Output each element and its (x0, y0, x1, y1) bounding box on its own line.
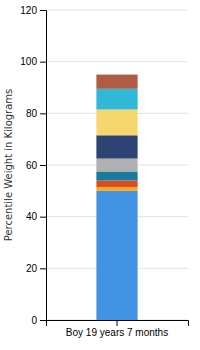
grid-line (46, 10, 188, 11)
bar-segment (96, 181, 137, 187)
series (96, 89, 137, 110)
bar-segment (96, 187, 137, 191)
y-axis-title: Percentile Weight in Kilograms (3, 89, 14, 242)
y-tick: 40 (26, 211, 46, 222)
bar-segment (96, 75, 137, 89)
y-tick: 20 (26, 263, 46, 274)
x-axis: Boy 19 years 7 months (47, 320, 189, 338)
y-tick-label: 0 (31, 315, 37, 326)
bar-segment (96, 191, 137, 320)
bar-segment (96, 159, 137, 172)
y-tick-mark (40, 320, 46, 321)
y-tick: 100 (20, 56, 46, 67)
series (96, 135, 137, 158)
y-axis: 0 20 40 60 80 100 120 (20, 5, 46, 326)
series (96, 159, 137, 172)
plot: 0 20 40 60 80 100 120 Boy 19 years 7 months (20, 5, 188, 338)
x-tick-label: Boy 19 years 7 months (66, 327, 168, 338)
x-axis-line (47, 321, 189, 327)
y-tick-label: 40 (26, 211, 38, 222)
y-tick-mark (40, 268, 46, 269)
bars (96, 75, 137, 320)
x-tick: Boy 19 years 7 months (66, 320, 168, 338)
series (96, 75, 137, 89)
series (96, 109, 137, 135)
y-tick-mark (40, 165, 46, 166)
y-tick-label: 60 (26, 160, 38, 171)
series (96, 187, 137, 191)
y-tick-mark (40, 10, 46, 11)
chart: 0 20 40 60 80 100 120 Boy 19 years 7 months Perc… (0, 0, 200, 350)
bar-segment (96, 135, 137, 158)
y-tick-label: 120 (20, 5, 37, 16)
series (96, 171, 137, 180)
y-tick: 120 (20, 5, 46, 16)
bar-segment (96, 89, 137, 110)
bar-segment (96, 171, 137, 180)
grid-line (46, 61, 188, 62)
y-tick: 80 (26, 108, 46, 119)
series (96, 191, 137, 320)
y-tick-mark (40, 113, 46, 114)
series (96, 181, 137, 187)
y-axis-line (40, 11, 47, 321)
grid (46, 10, 188, 320)
bar-segment (96, 109, 137, 135)
y-tick: 60 (26, 160, 46, 171)
y-tick-mark (40, 217, 46, 218)
y-tick-mark (40, 62, 46, 63)
y-tick-label: 100 (20, 56, 37, 67)
y-tick-label: 80 (26, 108, 38, 119)
y-tick: 0 (31, 315, 46, 326)
x-tick-mark (117, 320, 118, 326)
y-tick-label: 20 (26, 263, 38, 274)
